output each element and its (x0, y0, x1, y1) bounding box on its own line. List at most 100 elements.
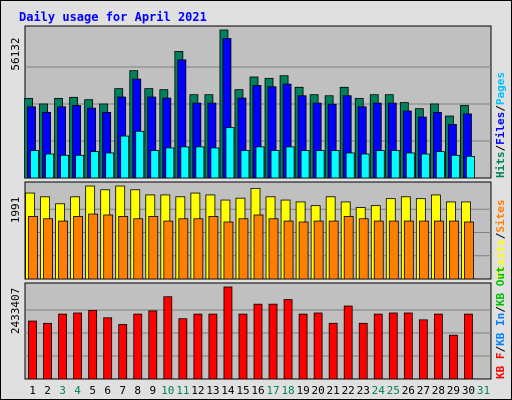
bar-kb-f-day-9 (148, 310, 158, 380)
bar-pages-day-29 (451, 154, 460, 179)
sites-panel-legend-item: / (494, 232, 507, 239)
bar-sites-day-12 (193, 218, 204, 280)
x-tick-label-day-10: 10 (161, 384, 174, 397)
bar-pages-day-6 (105, 152, 115, 179)
hits-panel-max-label: 56132 (9, 37, 22, 70)
bar-kb-f-day-4 (73, 312, 83, 380)
kbytes-panel-legend-item: KB Out (494, 266, 507, 306)
x-tick-label-day-21: 21 (327, 384, 340, 397)
bar-sites-day-7 (118, 216, 129, 280)
x-tick-label-day-22: 22 (342, 384, 355, 397)
bar-pages-day-14 (225, 127, 235, 179)
bar-kb-f-day-26 (403, 312, 413, 380)
sites-panel-legend: Visits/Sites (494, 200, 507, 280)
bar-kb-f-day-15 (238, 313, 248, 380)
kbytes-panel-max-label: 2433407 (9, 288, 22, 334)
bar-kb-f-day-20 (313, 312, 323, 380)
x-tick-label-day-5: 5 (89, 384, 96, 397)
bar-kb-f-day-11 (178, 318, 188, 380)
bar-pages-day-8 (135, 130, 145, 179)
bar-kb-f-day-17 (268, 303, 278, 380)
bar-kb-f-day-30 (464, 313, 473, 380)
bar-sites-day-16 (253, 214, 264, 280)
bar-pages-day-16 (255, 146, 265, 179)
bar-pages-day-10 (165, 147, 175, 179)
bar-kb-f-day-5 (88, 310, 98, 380)
bar-kb-f-day-12 (193, 313, 203, 380)
kbytes-panel-legend-item: KB In (494, 313, 507, 346)
bar-kb-f-day-16 (253, 303, 263, 380)
hits-panel-legend-item: Pages (494, 72, 507, 105)
bar-pages-day-11 (180, 146, 190, 179)
x-tick-label-day-1: 1 (29, 384, 36, 397)
hits-panel-legend-item: / (494, 145, 507, 152)
bar-kb-f-day-29 (449, 334, 458, 380)
bar-pages-day-3 (60, 154, 69, 179)
kbytes-panel-legend-item: KB F (494, 353, 507, 380)
x-tick-label-day-30: 30 (462, 384, 475, 397)
kbytes-panel-series-kb-f (28, 286, 473, 380)
x-tick-label-day-6: 6 (104, 384, 111, 397)
bar-pages-day-18 (285, 146, 295, 179)
hits-panel-series-pages (30, 127, 475, 179)
bar-sites-day-15 (238, 218, 249, 280)
x-tick-label-day-12: 12 (191, 384, 204, 397)
bar-kb-f-day-28 (433, 313, 443, 380)
bar-kb-f-day-21 (328, 322, 338, 380)
bar-kb-f-day-2 (43, 322, 52, 380)
bar-pages-day-5 (90, 151, 100, 179)
bar-sites-day-24 (373, 220, 384, 280)
bar-kb-f-day-25 (388, 312, 398, 380)
bar-pages-day-4 (75, 154, 85, 179)
bar-pages-day-22 (345, 152, 355, 179)
x-tick-label-day-25: 25 (387, 384, 400, 397)
bar-sites-day-1 (28, 216, 38, 280)
x-tick-label-day-13: 13 (206, 384, 219, 397)
x-tick-label-day-4: 4 (74, 384, 81, 397)
bar-sites-day-30 (464, 221, 474, 280)
bar-kb-f-day-6 (103, 317, 113, 380)
bar-kb-f-day-27 (418, 319, 428, 380)
bar-sites-day-25 (388, 220, 399, 280)
x-axis-labels: 1 2 3 4 5 6 7 8 9 10 11 12 13 14 15 16 17 18 19 20 21 22 23 24 2… (29, 384, 490, 397)
x-tick-label-day-2: 2 (44, 384, 51, 397)
x-tick-label-day-26: 26 (402, 384, 415, 397)
bar-sites-day-4 (73, 216, 84, 280)
x-tick-label-day-15: 15 (236, 384, 249, 397)
sites-panel: 1991 Visits/Sites (9, 181, 507, 280)
x-tick-label-day-24: 24 (372, 384, 386, 397)
x-tick-label-day-28: 28 (432, 384, 445, 397)
bar-sites-day-21 (328, 220, 339, 280)
bar-kb-f-day-13 (208, 313, 218, 380)
x-tick-label-day-8: 8 (134, 384, 141, 397)
bar-pages-day-30 (466, 155, 475, 179)
x-tick-label-day-16: 16 (251, 384, 264, 397)
sites-panel-max-label: 1991 (9, 197, 22, 224)
bar-sites-day-27 (418, 220, 429, 280)
x-tick-label-day-20: 20 (312, 384, 325, 397)
bar-sites-day-23 (358, 218, 369, 280)
bar-kb-f-day-19 (298, 313, 308, 380)
bar-pages-day-19 (300, 150, 310, 179)
x-tick-label-day-18: 18 (281, 384, 294, 397)
bar-pages-day-27 (420, 153, 430, 179)
x-tick-label-day-9: 9 (149, 384, 156, 397)
bar-pages-day-13 (210, 147, 220, 179)
bar-sites-day-3 (58, 220, 68, 280)
bar-pages-day-7 (120, 135, 130, 179)
bar-pages-day-20 (315, 150, 325, 179)
bar-pages-day-24 (375, 150, 385, 179)
x-tick-label-day-23: 23 (357, 384, 370, 397)
x-tick-label-day-7: 7 (119, 384, 126, 397)
bar-pages-day-23 (360, 153, 370, 179)
sites-panel-series-sites (28, 213, 474, 280)
bar-kb-f-day-8 (133, 313, 143, 380)
x-tick-label-day-11: 11 (176, 384, 189, 397)
bar-kb-f-day-3 (58, 313, 67, 380)
bar-sites-day-9 (148, 216, 159, 280)
hits-panel-legend-item: Hits (494, 152, 507, 179)
chart-panels: 56132Hits/Files/Pages1991Visits/Sites243… (9, 25, 507, 397)
